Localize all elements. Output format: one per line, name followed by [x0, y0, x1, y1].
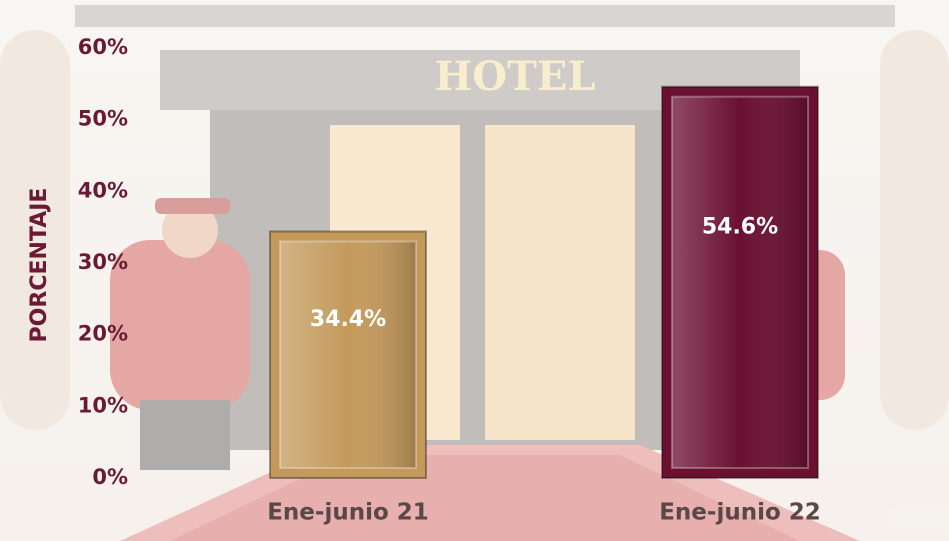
y-tick-label: 40%: [78, 178, 128, 202]
y-axis-label: PORCENTAJE: [27, 188, 52, 343]
y-tick-label: 20%: [78, 322, 128, 346]
x-tick-label: Ene-junio 22: [659, 500, 821, 526]
bar-bevel: [280, 241, 416, 468]
hotel-sign: HOTEL: [434, 53, 595, 100]
y-tick-label: 50%: [78, 107, 128, 131]
page: {"background_sign": "HOTEL", "chart_data…: [0, 0, 949, 541]
y-tick-label: 60%: [78, 35, 128, 59]
x-tick-label: Ene-junio 21: [267, 500, 429, 526]
bar-bevel: [672, 97, 808, 468]
y-tick-label: 0%: [92, 465, 128, 489]
value-label: 34.4%: [310, 307, 386, 332]
value-label: 54.6%: [702, 215, 778, 240]
chart: HOTEL PORCENTAJE 0% 10% 20% 30% 40% 50% 60% Ene…: [0, 0, 949, 541]
y-tick-label: 10%: [78, 393, 128, 417]
y-tick-label: 30%: [78, 250, 128, 274]
